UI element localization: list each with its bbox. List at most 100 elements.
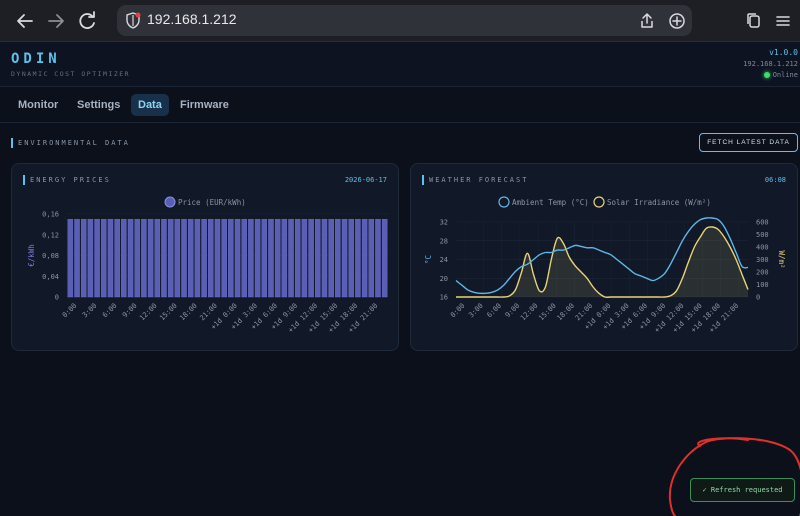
price-bar	[321, 218, 328, 298]
device-ip: 192.168.1.212	[743, 60, 798, 68]
price-bar	[241, 218, 247, 298]
x-tick-label: 3:00	[81, 302, 99, 320]
x-tick-label: 18:00	[555, 302, 576, 323]
solar-irradiance-line	[456, 226, 749, 298]
price-bar	[315, 218, 321, 298]
menu-icon[interactable]	[772, 10, 794, 32]
price-bar	[181, 218, 187, 298]
price-bar	[74, 218, 80, 298]
price-bar	[161, 218, 167, 298]
energy-card-title: ENERGY PRICES	[23, 175, 111, 185]
tabs-icon[interactable]	[743, 10, 765, 32]
app-logo: ODIN	[11, 51, 61, 67]
y-tick-label: 0,12	[42, 231, 59, 239]
price-bar	[274, 218, 281, 298]
y2-axis-label: W/m²	[777, 250, 786, 268]
price-bar	[375, 218, 381, 298]
weather-card-title: WEATHER FORECAST	[422, 175, 528, 185]
address-bar[interactable]: 192.168.1.212	[117, 5, 692, 36]
price-bar	[134, 218, 140, 298]
price-bar	[101, 218, 107, 298]
y2-tick-label: 300	[756, 256, 769, 264]
y2-tick-label: 100	[756, 281, 769, 289]
price-bar	[268, 218, 274, 298]
app-tagline: DYNAMIC COST OPTIMIZER	[11, 70, 131, 78]
legend-swatch-temp	[498, 196, 510, 208]
price-bar	[355, 218, 361, 298]
tab-settings[interactable]: Settings	[77, 99, 121, 111]
price-bar	[381, 218, 388, 298]
price-bar	[221, 218, 227, 298]
tab-firmware[interactable]: Firmware	[180, 99, 229, 111]
back-icon[interactable]	[13, 9, 37, 33]
url-text[interactable]: 192.168.1.212	[147, 11, 237, 27]
price-bar	[341, 218, 348, 298]
price-bar	[80, 218, 87, 298]
price-bar	[174, 218, 181, 298]
solar-irradiance-area	[456, 226, 748, 298]
y2-tick-label: 200	[756, 269, 769, 277]
legend-label-temp: Ambient Temp (°C)	[512, 198, 589, 207]
price-bar	[121, 218, 127, 298]
x-tick-label: 6:00	[101, 302, 119, 320]
price-bar	[208, 218, 214, 298]
price-bar	[214, 218, 221, 298]
price-bar	[154, 218, 161, 298]
app-header: ODIN DYNAMIC COST OPTIMIZER v1.0.0 192.1…	[0, 42, 800, 87]
price-bar	[194, 218, 201, 298]
y-tick-label: 0,04	[42, 273, 59, 281]
weather-forecast-card: WEATHER FORECAST 06:08 Ambient Temp (°C)…	[410, 163, 798, 351]
price-bar	[201, 218, 207, 298]
status-text: Online	[772, 71, 798, 79]
main-tabs: Monitor Settings Data Firmware	[0, 87, 800, 123]
y-tick-label: 32	[440, 219, 448, 227]
reload-icon[interactable]	[75, 9, 99, 33]
shield-icon[interactable]	[125, 12, 141, 29]
browser-toolbar: 192.168.1.212	[0, 0, 800, 42]
legend-label-price: Price (EUR/kWh)	[178, 198, 246, 207]
x-tick-label: 0:00	[61, 302, 79, 320]
energy-date: 2026-06-17	[344, 176, 387, 184]
x-tick-label: 12:00	[519, 302, 540, 323]
weather-forecast-chart: Ambient Temp (°C) Solar Irradiance (W/m²)…	[424, 196, 786, 334]
x-tick-label: 0:00	[449, 302, 467, 320]
assistant-icon[interactable]	[667, 11, 687, 31]
price-bar	[308, 218, 314, 298]
x-tick-label: 9:00	[121, 302, 139, 320]
share-icon[interactable]	[637, 11, 657, 31]
price-bar	[94, 218, 100, 298]
tab-data[interactable]: Data	[131, 94, 169, 116]
energy-prices-card: ENERGY PRICES 2026-06-17 Price (EUR/kWh)…	[11, 163, 399, 351]
x-tick-label: 15:00	[537, 302, 558, 323]
y2-tick-label: 400	[756, 244, 769, 252]
price-bar	[361, 218, 368, 298]
y-tick-label: 16	[440, 294, 448, 302]
energy-price-chart: Price (EUR/kWh) 0,16 0,12 0,08 0,04 0 €/kWh 0:0…	[27, 196, 388, 334]
fetch-latest-data-button[interactable]: FETCH LATEST DATA	[699, 133, 798, 152]
price-bar	[368, 218, 375, 298]
price-bar	[67, 218, 74, 298]
price-bar	[114, 218, 120, 298]
legend-swatch-price	[164, 196, 176, 208]
price-bar	[254, 218, 261, 298]
tab-monitor[interactable]: Monitor	[18, 99, 59, 111]
x-tick-label: 12:00	[138, 302, 159, 323]
y-tick-label: 0	[55, 294, 59, 302]
price-bar	[228, 218, 234, 298]
x-tick-label: 3:00	[467, 302, 485, 320]
x-tick-label: 6:00	[485, 302, 503, 320]
y2-tick-label: 0	[756, 294, 760, 302]
y-axis-label: °C	[424, 255, 433, 264]
price-bar	[294, 218, 301, 298]
price-bar	[87, 218, 94, 298]
price-bar	[141, 218, 147, 298]
y-axis-label: €/kWh	[27, 244, 36, 267]
forward-icon[interactable]	[44, 9, 68, 33]
price-bar	[248, 218, 254, 298]
price-bar	[261, 218, 268, 298]
price-bar	[348, 218, 354, 298]
y2-tick-label: 600	[756, 219, 769, 227]
price-bar	[301, 218, 308, 298]
y-tick-label: 28	[440, 237, 448, 245]
